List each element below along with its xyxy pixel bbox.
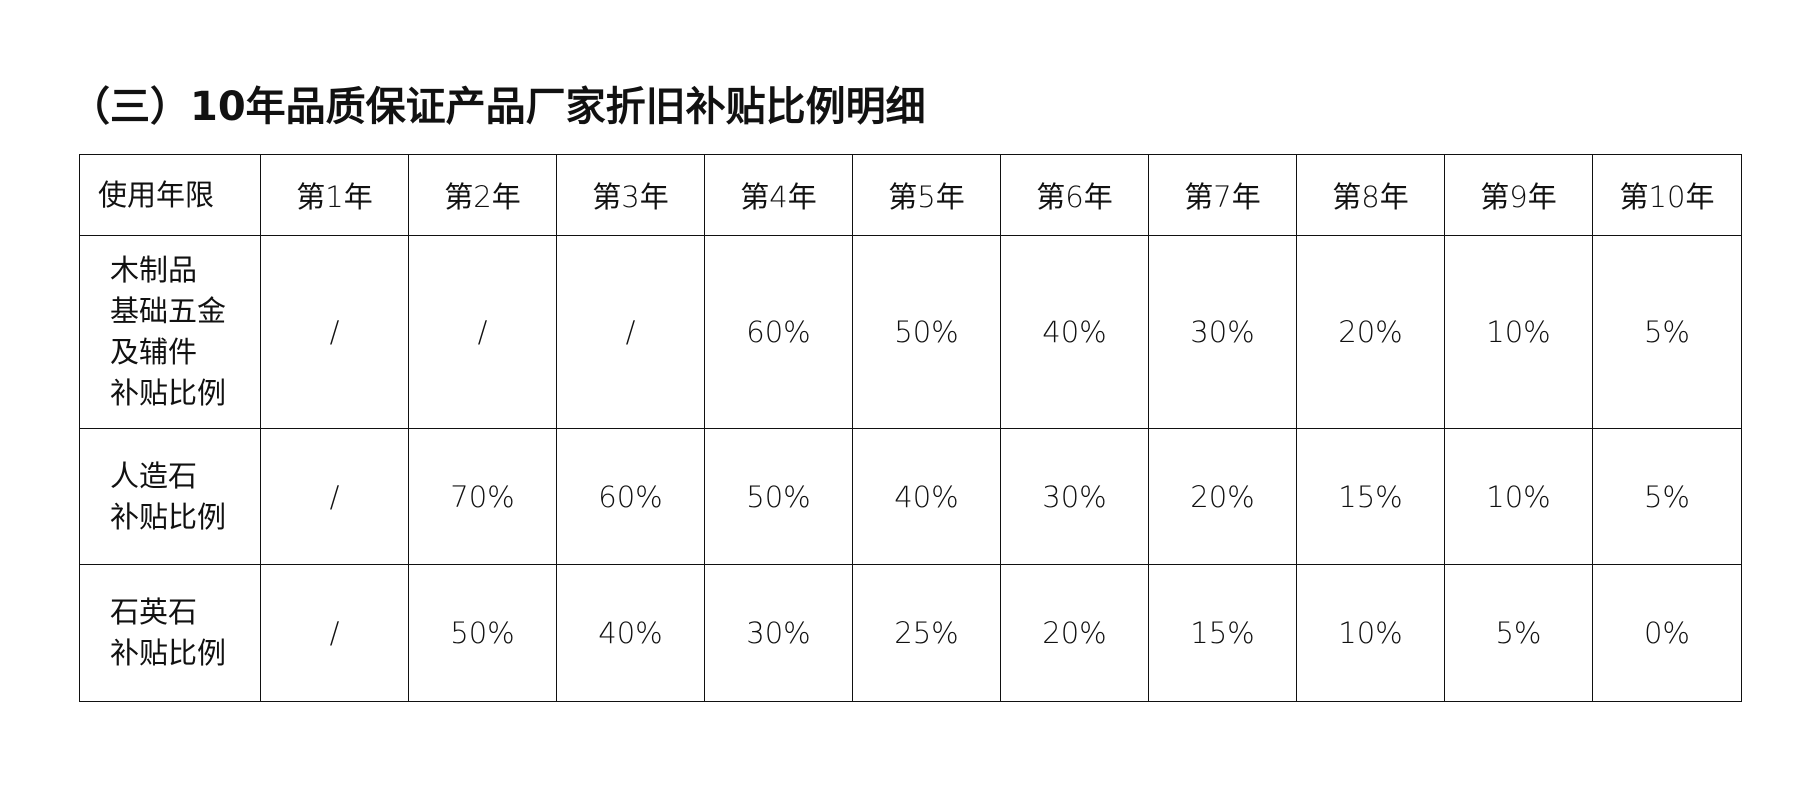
row-label-line: 木制品 xyxy=(110,253,198,287)
value-cell: / xyxy=(408,235,557,429)
value-cell: 50% xyxy=(852,235,1001,429)
value-cell: 5% xyxy=(1592,428,1742,565)
depreciation-subsidy-table: 使用年限 第1年 第2年 第3年 第4年 第5年 第6年 第7年 第8年 第9年 第10年木制品基础… xyxy=(79,154,1742,702)
value-cell: 0% xyxy=(1592,564,1742,702)
value-cell: 10% xyxy=(1296,564,1445,702)
row-label-line: 人造石 xyxy=(110,458,198,493)
value-cell: 10% xyxy=(1444,428,1593,565)
row-label-line: 石英石 xyxy=(110,595,198,629)
value-cell: 40% xyxy=(852,428,1001,565)
value-cell: 15% xyxy=(1296,428,1445,565)
value-cell: 20% xyxy=(1296,235,1445,429)
page-title: （三）10年品质保证产品厂家折旧补贴比例明细 xyxy=(70,84,926,130)
value-cell: 50% xyxy=(408,564,557,702)
header-cell-year: 第9年 xyxy=(1444,154,1593,236)
value-cell: 40% xyxy=(1000,235,1149,429)
header-cell-year: 第6年 xyxy=(1000,154,1149,236)
table-row: 人造石 补贴比例/70% 60% 50% 40% 30% 20% 15% 10% 5% xyxy=(79,428,1742,565)
header-cell-year: 第8年 xyxy=(1296,154,1445,236)
row-label-cell: 木制品基础五金及辅件补贴比例 xyxy=(79,235,261,429)
header-cell-year: 第2年 xyxy=(408,154,557,236)
value-cell: 70% xyxy=(408,428,557,565)
value-cell: 25% xyxy=(852,564,1001,702)
value-cell: 15% xyxy=(1148,564,1297,702)
value-cell: 30% xyxy=(704,564,853,702)
value-cell: / xyxy=(260,564,409,702)
header-cell-year: 第4年 xyxy=(704,154,853,236)
header-cell-year: 第7年 xyxy=(1148,154,1297,236)
table-row: 石英石 补贴比例/50% 40% 30% 25% 20% 15% 10% 5% 0% xyxy=(79,564,1742,702)
value-cell: 30% xyxy=(1148,235,1297,429)
row-label-line: 补贴比例 xyxy=(110,376,227,410)
row-label-line: 补贴比例 xyxy=(110,499,227,534)
row-label-cell: 人造石 补贴比例 xyxy=(79,428,261,565)
value-cell: / xyxy=(260,235,409,429)
value-cell: / xyxy=(556,235,705,429)
header-cell-year: 第1年 xyxy=(260,154,409,236)
value-cell: 5% xyxy=(1444,564,1593,702)
row-label-line: 补贴比例 xyxy=(110,636,227,670)
value-cell: / xyxy=(260,428,409,565)
value-cell: 10% xyxy=(1444,235,1593,429)
value-cell: 40% xyxy=(556,564,705,702)
header-row: 使用年限 第1年 第2年 第3年 第4年 第5年 第6年 第7年 第8年 第9年 第10年 xyxy=(79,154,1742,236)
value-cell: 50% xyxy=(704,428,853,565)
header-cell-year: 第10年 xyxy=(1592,154,1742,236)
value-cell: 5% xyxy=(1592,235,1742,429)
header-cell-year: 第3年 xyxy=(556,154,705,236)
value-cell: 60% xyxy=(556,428,705,565)
header-cell-usage-years: 使用年限 xyxy=(79,154,261,236)
value-cell: 20% xyxy=(1000,564,1149,702)
value-cell: 30% xyxy=(1000,428,1149,565)
value-cell: 60% xyxy=(704,235,853,429)
row-label-line: 及辅件 xyxy=(110,335,198,369)
value-cell: 20% xyxy=(1148,428,1297,565)
row-label-line: 基础五金 xyxy=(110,294,227,328)
header-cell-year: 第5年 xyxy=(852,154,1001,236)
table-row: 木制品 基础五金 及辅件 补贴比例 / //60% 50% 40% 30% 20% 10% 5% xyxy=(79,235,1742,429)
row-label-cell: 石英石 补贴比例 xyxy=(79,564,261,702)
